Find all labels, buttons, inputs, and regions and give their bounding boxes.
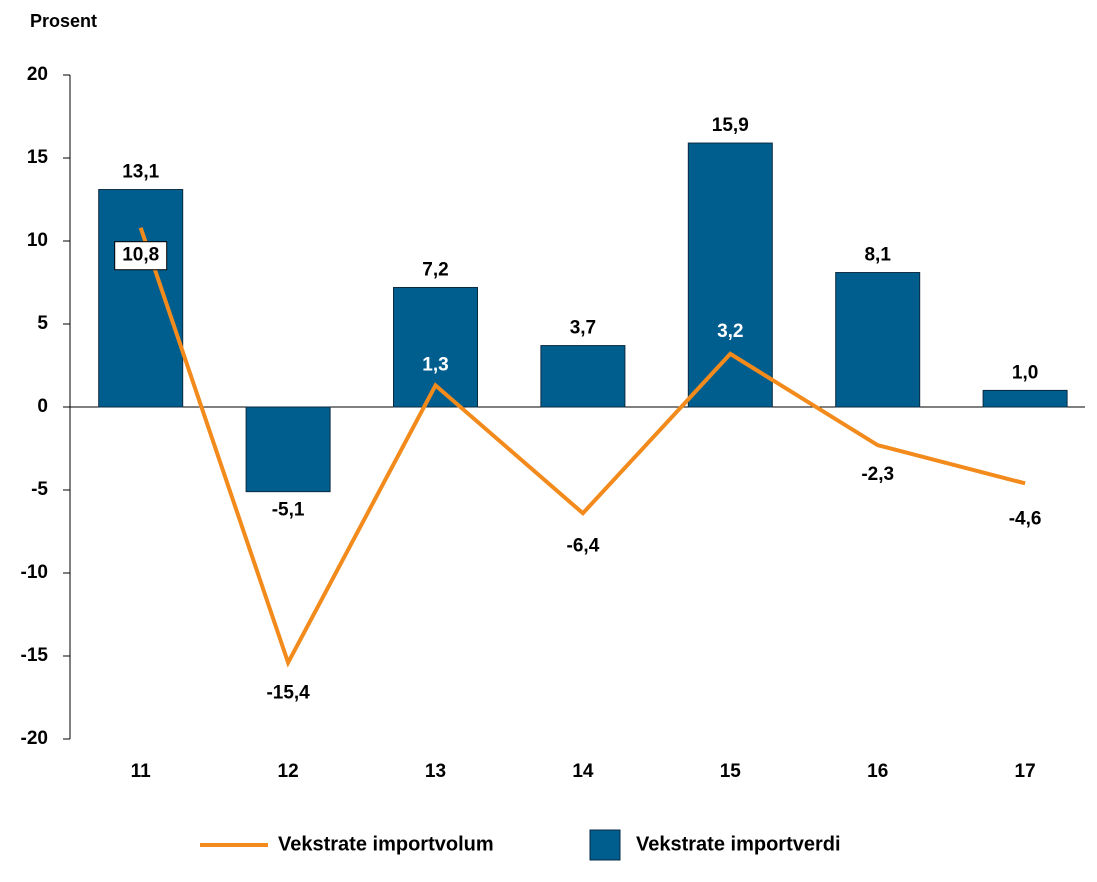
label-box: [114, 241, 168, 271]
x-tick-label: 13: [425, 761, 446, 782]
y-tick-label: 5: [37, 313, 48, 334]
y-axis-label: Prosent: [30, 11, 97, 31]
bar-value-label: 7,2: [422, 259, 448, 280]
x-tick-label: 16: [867, 761, 888, 782]
bar: [835, 272, 921, 408]
bar-value-label: 8,1: [864, 245, 891, 266]
bar-value-label: 15,9: [712, 115, 749, 136]
bar-value-label: -5,1: [272, 500, 305, 521]
y-tick-label: -5: [31, 479, 48, 500]
bar-value-label: 3,7: [570, 318, 596, 339]
bar: [540, 345, 626, 408]
line-value-label: -6,4: [567, 535, 600, 556]
bar-value-label: 13,1: [122, 162, 159, 183]
legend-label: Vekstrate importvolum: [278, 833, 494, 855]
y-tick-label: 10: [27, 230, 48, 251]
line-value-label: 3,2: [717, 321, 743, 342]
line-value-label: -2,3: [861, 464, 894, 485]
y-tick-label: -10: [21, 562, 48, 583]
line-value-label: -4,6: [1009, 508, 1042, 529]
bar: [245, 406, 331, 493]
bar: [687, 142, 773, 408]
bar: [98, 189, 184, 408]
bar: [982, 389, 1068, 408]
line-value-label: -15,4: [266, 683, 310, 704]
y-tick-label: 0: [37, 396, 48, 417]
y-tick-label: 20: [27, 64, 48, 85]
y-tick-label: 15: [27, 147, 49, 168]
legend-label: Vekstrate importverdi: [636, 833, 841, 855]
y-tick-label: -20: [21, 728, 48, 749]
y-tick-label: -15: [21, 645, 49, 666]
legend-swatch: [589, 829, 621, 861]
x-tick-label: 11: [131, 761, 152, 782]
line-value-label: 1,3: [422, 354, 448, 375]
x-tick-label: 14: [572, 761, 594, 782]
line-value-label: 10,8: [122, 245, 159, 266]
x-tick-label: 17: [1015, 761, 1036, 782]
line: [138, 227, 1026, 668]
bar-value-label: 1,0: [1012, 362, 1038, 383]
x-tick-label: 12: [278, 761, 299, 782]
x-tick-label: 15: [720, 761, 742, 782]
